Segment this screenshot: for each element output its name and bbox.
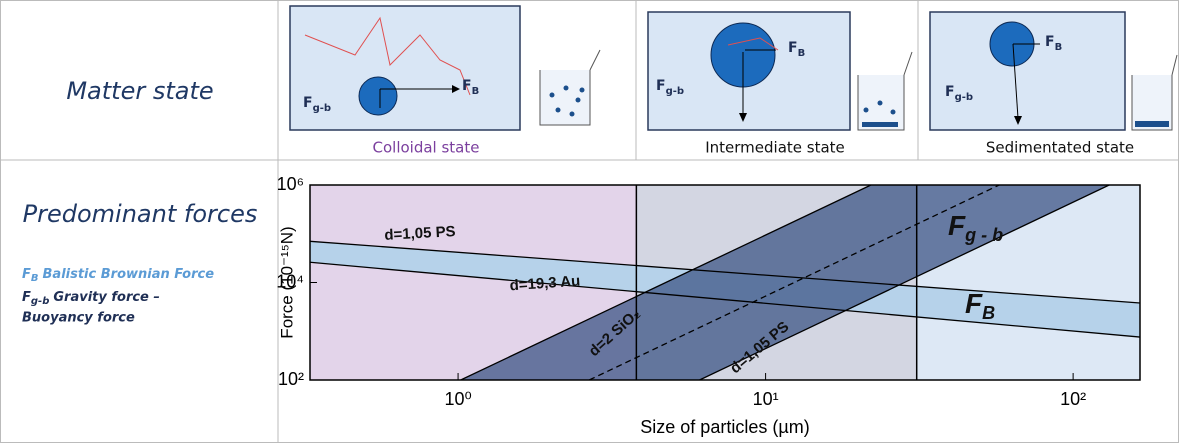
force-label: FB xyxy=(462,78,479,97)
symbol: F xyxy=(965,288,983,319)
subscript: B xyxy=(31,273,39,284)
x-tick-label: 10¹ xyxy=(753,389,779,409)
symbol: F xyxy=(656,78,666,94)
y-tick-label: 10⁶ xyxy=(277,174,304,194)
series-line xyxy=(588,185,1000,380)
subscript: B xyxy=(982,303,995,323)
beaker xyxy=(857,51,913,131)
trajectory xyxy=(727,37,779,51)
force-label: Fg-b xyxy=(945,84,973,103)
subscript: B xyxy=(1055,42,1063,53)
symbol: F xyxy=(303,95,313,111)
panel: Fg-b FB Intermediate state xyxy=(647,11,913,157)
sediment xyxy=(1135,121,1169,127)
force-label: FB xyxy=(788,40,805,59)
y-tick-label: 10² xyxy=(278,369,304,389)
symbol: F xyxy=(22,267,31,282)
subscript: g - b xyxy=(964,225,1003,245)
arrowhead xyxy=(1014,116,1022,125)
force-label: FB xyxy=(1045,34,1062,53)
subscript: g-b xyxy=(955,92,973,103)
force-label: Fg-b xyxy=(656,78,684,97)
particle xyxy=(358,76,398,116)
x-tick-label: 10⁰ xyxy=(444,389,471,409)
subscript: g-b xyxy=(313,103,331,114)
subscript: g-b xyxy=(666,86,684,97)
series-line xyxy=(310,261,1140,338)
legend: FB Balistic Brownian Force Fg-b Gravity fo… xyxy=(22,267,214,326)
symbol: F xyxy=(788,40,798,56)
trajectory xyxy=(304,16,471,96)
subscript: g-b xyxy=(31,296,49,307)
panel-box xyxy=(289,5,521,131)
plot-area xyxy=(310,185,1140,380)
row-header: Predominant forces xyxy=(23,200,258,228)
symbol: F xyxy=(1045,34,1055,50)
symbol: F xyxy=(22,290,31,305)
annotation: Fg - b xyxy=(948,210,1003,244)
annotation: FB xyxy=(965,288,995,322)
legend-entry: Buoyancy force xyxy=(22,311,135,326)
force-label: Fg-b xyxy=(303,95,331,114)
sediment xyxy=(549,85,585,117)
row-header: Matter state xyxy=(66,77,213,105)
x-tick-label: 10² xyxy=(1060,389,1086,409)
y-tick-label: 10⁴ xyxy=(276,271,304,291)
y-axis-label: Force (10⁻¹⁵N) xyxy=(277,226,296,338)
arrowhead xyxy=(452,85,460,93)
series-line xyxy=(460,185,872,380)
label: Gravity force – xyxy=(53,290,160,305)
subscript: B xyxy=(472,86,480,97)
symbol: F xyxy=(462,78,472,94)
sediment xyxy=(862,100,898,127)
beaker xyxy=(1131,54,1178,131)
arrowhead xyxy=(739,113,747,122)
legend-entry: FB Balistic Brownian Force xyxy=(22,267,214,285)
subscript: B xyxy=(798,48,806,59)
arrow xyxy=(1012,43,1019,119)
symbol: F xyxy=(948,210,966,241)
line-label: d=19,3 Au xyxy=(509,273,581,295)
beaker xyxy=(539,49,601,126)
series-line xyxy=(310,240,1140,304)
x-axis-label: Size of particles (µm) xyxy=(640,417,809,437)
panel: Fg-b FB Sedimentated state xyxy=(929,11,1178,157)
symbol: F xyxy=(945,84,955,100)
label: Balistic Brownian Force xyxy=(43,267,215,282)
line-label: d=1,05 PS xyxy=(384,223,456,244)
band xyxy=(460,185,1110,380)
panel-caption: Sedimentated state xyxy=(986,139,1134,157)
panel: Fg-b FB Colloidal state xyxy=(289,5,601,157)
panel-caption: Colloidal state xyxy=(373,139,480,157)
panel-caption: Intermediate state xyxy=(705,139,845,157)
legend-entry: Fg-b Gravity force – xyxy=(22,290,160,308)
series-line xyxy=(699,185,1110,380)
